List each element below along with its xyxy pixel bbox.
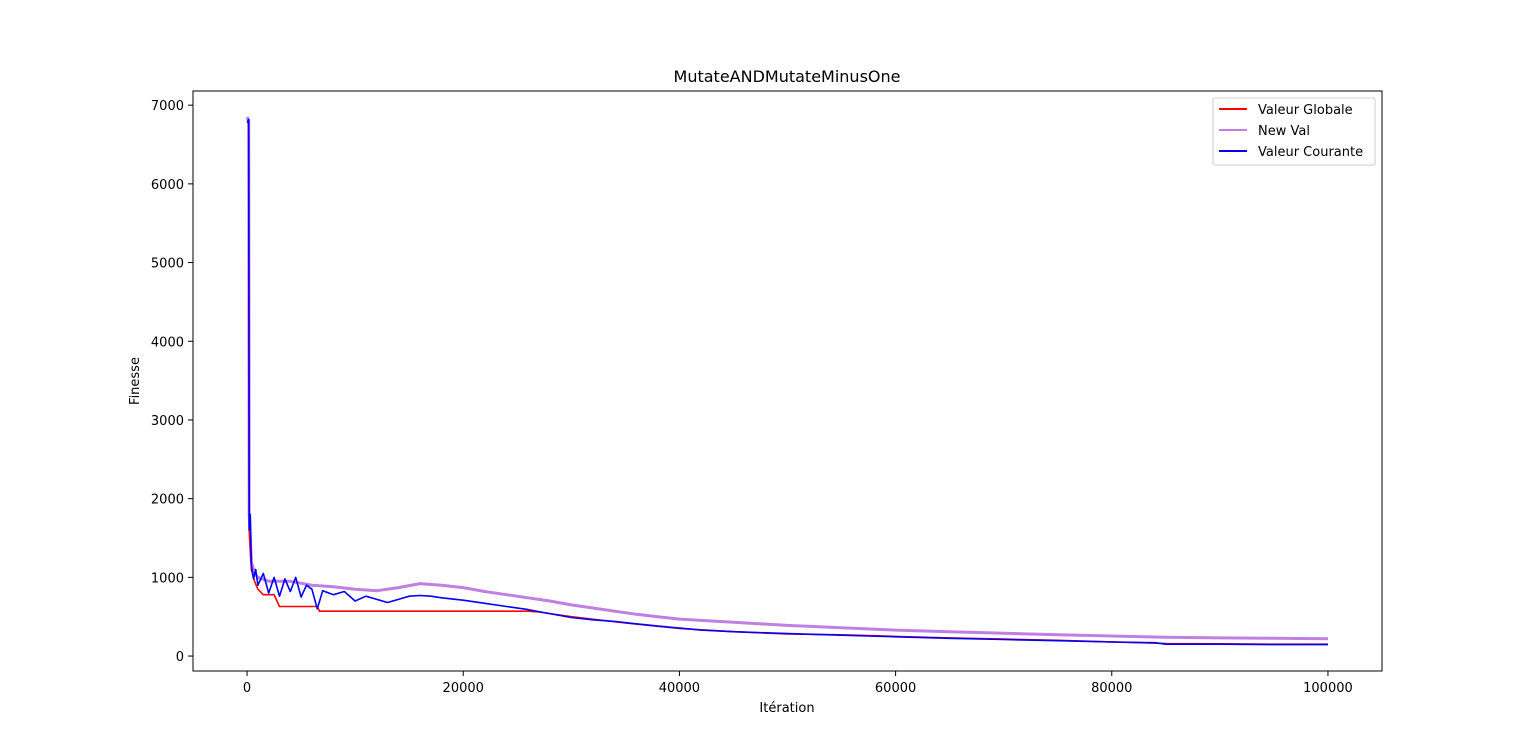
legend-label: New Val — [1258, 124, 1310, 139]
legend-label: Valeur Globale — [1258, 103, 1353, 118]
x-tick-label: 60000 — [875, 681, 916, 696]
legend-label: Valeur Courante — [1258, 145, 1363, 160]
x-tick-label: 40000 — [659, 681, 700, 696]
y-tick-label: 2000 — [151, 493, 184, 508]
plot-background — [193, 91, 1382, 671]
y-tick-label: 0 — [176, 650, 184, 665]
plot-frame — [192, 90, 1383, 672]
legend-box — [1212, 97, 1376, 166]
x-tick-label: 100000 — [1303, 681, 1353, 696]
legend: Valeur Globale New Val Valeur Courante — [1212, 97, 1376, 166]
y-tick-label: 3000 — [151, 414, 184, 429]
x-axis-label: Itération — [759, 701, 814, 716]
x-tick-label: 0 — [243, 681, 251, 696]
y-axis: 0 1000 2000 3000 4000 5000 6000 7000 — [151, 99, 193, 665]
y-tick-label: 5000 — [151, 257, 184, 272]
x-axis: 0 20000 40000 60000 80000 100000 — [243, 671, 1353, 696]
y-tick-label: 1000 — [151, 571, 184, 586]
x-tick-label: 20000 — [443, 681, 484, 696]
x-tick-label: 80000 — [1091, 681, 1132, 696]
series-line-valeur-courante — [246, 118, 1328, 646]
plot-area — [193, 91, 1382, 671]
y-axis-label: Finesse — [128, 357, 143, 405]
y-tick-label: 4000 — [151, 335, 184, 350]
y-tick-label: 6000 — [151, 178, 184, 193]
y-tick-label: 7000 — [151, 99, 184, 114]
chart-title: MutateANDMutateMinusOne — [674, 67, 901, 86]
series-layer — [245, 116, 1329, 646]
